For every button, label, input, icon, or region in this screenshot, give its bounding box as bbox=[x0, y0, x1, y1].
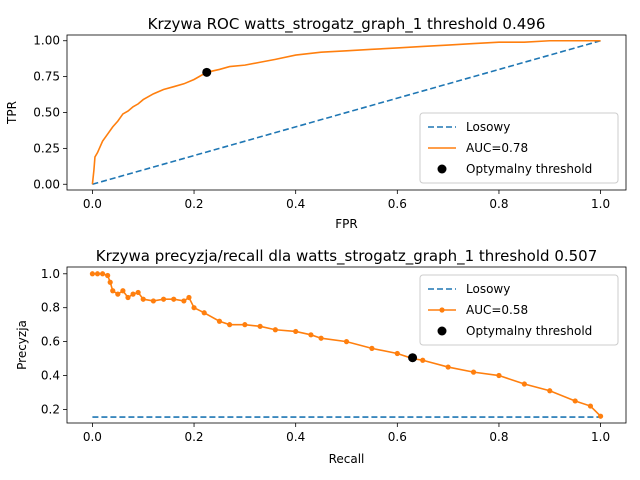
series-marker bbox=[257, 323, 263, 329]
series-marker bbox=[394, 350, 400, 357]
series-marker bbox=[135, 289, 141, 296]
x-tick-label: 0.8 bbox=[489, 430, 508, 444]
legend-label: AUC=0.78 bbox=[466, 141, 528, 155]
y-tick-label: 0.4 bbox=[41, 369, 60, 383]
x-tick-label: 0.8 bbox=[489, 197, 508, 211]
optimal-threshold-point bbox=[408, 353, 418, 363]
series-marker bbox=[115, 291, 121, 297]
series-marker bbox=[120, 288, 126, 294]
y-tick-label: 0.8 bbox=[41, 301, 60, 315]
chart-panel-1: Krzywa ROC watts_strogatz_graph_1 thresh… bbox=[5, 15, 627, 231]
legend: Losowy AUC=0.78 Optymalny threshold bbox=[419, 112, 619, 184]
series-marker bbox=[171, 296, 177, 302]
axes-frame bbox=[66, 266, 627, 424]
x-tick-label: 0.4 bbox=[286, 430, 305, 444]
x-tick-label: 0.2 bbox=[184, 197, 203, 211]
y-tick-label: 1.0 bbox=[41, 267, 60, 281]
series-marker bbox=[140, 296, 146, 302]
series-marker bbox=[99, 271, 106, 277]
series-marker bbox=[227, 322, 233, 328]
series-marker bbox=[587, 403, 594, 409]
series-marker bbox=[470, 369, 477, 375]
series-marker bbox=[105, 272, 111, 279]
x-tick-label: 0.6 bbox=[388, 430, 407, 444]
x-tick-label: 0.2 bbox=[184, 430, 203, 444]
series-marker bbox=[445, 364, 451, 370]
legend-marker bbox=[439, 307, 445, 313]
series-marker bbox=[89, 271, 96, 277]
series-marker bbox=[130, 291, 136, 297]
x-tick-label: 0.0 bbox=[83, 197, 102, 211]
chart-title: Krzywa precyzja/recall dla watts_strogat… bbox=[96, 247, 598, 266]
legend-label: Optymalny threshold bbox=[466, 162, 592, 176]
plot-area bbox=[89, 271, 604, 419]
legend-label: Losowy bbox=[466, 120, 510, 134]
series-marker bbox=[107, 279, 113, 285]
y-axis-label: TPR bbox=[5, 101, 19, 125]
series-marker bbox=[597, 413, 604, 419]
series-marker bbox=[242, 322, 248, 328]
y-tick-label: 0.50 bbox=[33, 106, 60, 120]
y-tick-label: 1.00 bbox=[33, 34, 60, 48]
x-tick-label: 0.4 bbox=[286, 197, 305, 211]
legend-handle bbox=[437, 164, 447, 174]
legend-label: AUC=0.58 bbox=[466, 303, 528, 317]
series-marker bbox=[572, 398, 578, 404]
series-marker bbox=[293, 328, 299, 335]
x-axis-label: FPR bbox=[335, 217, 357, 231]
legend-label: Losowy bbox=[466, 282, 510, 296]
series-marker bbox=[420, 357, 426, 363]
y-tick-label: 0.25 bbox=[33, 141, 60, 155]
series-marker bbox=[216, 318, 223, 324]
chart-panel-2: Krzywa precyzja/recall dla watts_strogat… bbox=[15, 247, 627, 466]
series-marker bbox=[496, 372, 502, 379]
series-marker bbox=[308, 332, 314, 338]
series-marker bbox=[181, 298, 187, 304]
legend-label: Optymalny threshold bbox=[466, 324, 592, 338]
x-tick-label: 1.0 bbox=[591, 430, 610, 444]
series-marker bbox=[547, 388, 553, 394]
x-tick-label: 0.0 bbox=[83, 430, 102, 444]
x-tick-label: 0.6 bbox=[388, 197, 407, 211]
x-axis-label: Recall bbox=[329, 452, 365, 466]
series-marker bbox=[186, 294, 192, 301]
legend: Losowy AUC=0.58 Optymalny threshold bbox=[419, 274, 619, 346]
series-marker bbox=[160, 296, 167, 302]
series-marker bbox=[369, 345, 375, 351]
series-line-0 bbox=[92, 39, 601, 186]
series-marker bbox=[150, 298, 156, 304]
y-axis-label: Precyzja bbox=[15, 320, 29, 370]
series-marker bbox=[318, 335, 324, 341]
y-tick-label: 0.00 bbox=[33, 177, 60, 191]
plot-area bbox=[91, 39, 601, 186]
chart-title: Krzywa ROC watts_strogatz_graph_1 thresh… bbox=[148, 15, 546, 34]
optimal-threshold-point bbox=[202, 67, 212, 77]
y-tick-label: 0.2 bbox=[41, 402, 60, 416]
axes-frame bbox=[66, 34, 627, 191]
legend-box bbox=[419, 274, 619, 346]
series-marker bbox=[521, 381, 527, 387]
series-marker bbox=[125, 294, 131, 301]
series-marker bbox=[343, 339, 350, 345]
legend-handle bbox=[437, 326, 447, 336]
legend-box bbox=[419, 112, 619, 184]
y-tick-label: 0.6 bbox=[41, 335, 60, 349]
x-tick-label: 1.0 bbox=[591, 197, 610, 211]
series-marker bbox=[191, 305, 197, 311]
series-marker bbox=[272, 327, 278, 333]
series-marker bbox=[201, 310, 207, 316]
series-marker bbox=[110, 288, 116, 294]
y-tick-label: 0.75 bbox=[33, 70, 60, 84]
series-marker bbox=[94, 271, 101, 277]
series-line-1 bbox=[92, 272, 602, 417]
